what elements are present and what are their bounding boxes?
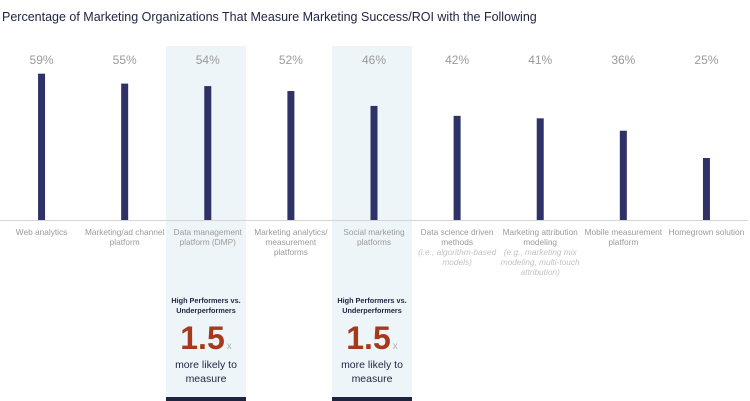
bar [702, 158, 710, 220]
multiplier-value: 1.5 [346, 320, 391, 356]
category-label-text: Marketing attribution modeling [502, 227, 578, 247]
category-label: Homegrown solution [665, 227, 747, 237]
category-label-text: Social marketing platforms [343, 227, 405, 247]
value-label: 54% [196, 53, 220, 67]
category-label: Social marketing platforms [333, 227, 415, 247]
callout-text: more likely to measure [341, 359, 403, 385]
category-label-text: Marketing/ad channel platform [84, 227, 165, 247]
value-label: 52% [279, 53, 303, 67]
bar [453, 115, 461, 220]
multiplier-x: x [226, 341, 232, 352]
category-label-text: Web analytics [15, 227, 68, 237]
category-label: Marketing/ad channel platform [84, 227, 166, 247]
category-label: Data science driven methods (i.e., algori… [416, 227, 498, 267]
bar [121, 83, 129, 220]
bar [370, 105, 378, 220]
multiplier-x: x [392, 341, 398, 352]
category-label-text: Homegrown solution [668, 227, 745, 237]
chart-title: Percentage of Marketing Organizations Th… [2, 10, 537, 24]
bar [536, 118, 544, 220]
callout-dmp: High Performers vs. Underperformers 1.5 x… [166, 296, 246, 401]
category-label: Mobile measurement platform [582, 227, 664, 247]
category-label-note: (i.e., algorithm-based models) [418, 247, 497, 267]
callout-multiplier: 1.5 x [332, 321, 412, 364]
highlight-column-social [332, 46, 412, 401]
category-label-text: Data science driven methods [420, 227, 494, 247]
value-label: 55% [113, 53, 137, 67]
callout-heading: High Performers vs. Underperformers [337, 296, 407, 315]
bar [204, 86, 212, 220]
category-label: Marketing attribution modeling (e.g., mar… [499, 227, 581, 277]
bar [38, 73, 46, 221]
callout-heading: High Performers vs. Underperformers [171, 296, 241, 315]
value-label: 25% [694, 53, 718, 67]
bar [619, 130, 627, 220]
callout-text: more likely to measure [175, 359, 237, 385]
callout-multiplier: 1.5 x [166, 321, 246, 364]
category-label: Marketing analytics/ measurement platfor… [250, 227, 332, 257]
category-label: Web analytics [1, 227, 83, 237]
value-label: 42% [445, 53, 469, 67]
bar [287, 91, 295, 220]
category-label-text: Marketing analytics/ measurement platfor… [254, 227, 328, 257]
category-label-text: Data management platform (DMP) [173, 227, 242, 247]
value-label: 36% [611, 53, 635, 67]
multiplier-value: 1.5 [180, 320, 225, 356]
value-label: 41% [528, 53, 552, 67]
value-label: 46% [362, 53, 386, 67]
category-label-text: Mobile measurement platform [584, 227, 663, 247]
value-label: 59% [30, 53, 54, 67]
category-label: Data management platform (DMP) [167, 227, 249, 247]
category-label-note: (e.g., marketing mix modeling, multi-tou… [500, 247, 580, 277]
highlight-bottom-rule [332, 397, 412, 401]
highlight-bottom-rule [166, 397, 246, 401]
callout-social: High Performers vs. Underperformers 1.5 x… [332, 296, 412, 401]
